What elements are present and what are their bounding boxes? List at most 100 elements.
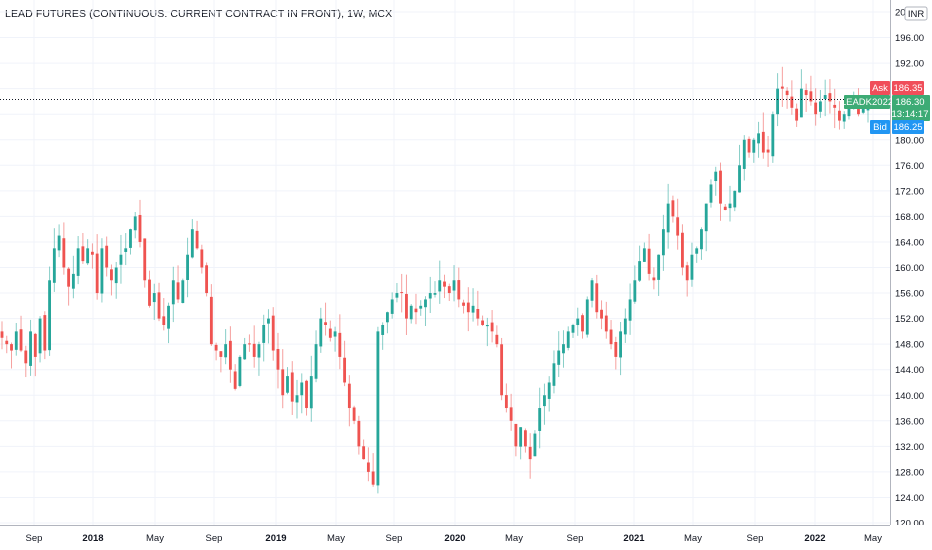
candle-body bbox=[485, 324, 489, 327]
candle bbox=[224, 329, 228, 365]
candle bbox=[376, 326, 380, 494]
candle-body bbox=[105, 245, 109, 268]
candle-body bbox=[595, 283, 599, 313]
ask-label: Ask bbox=[872, 83, 888, 94]
y-tick-label: 140.00 bbox=[895, 391, 924, 402]
candle-body bbox=[571, 324, 575, 333]
candle-body bbox=[371, 471, 375, 485]
candle-body bbox=[129, 229, 132, 248]
candle bbox=[190, 219, 194, 259]
candle bbox=[733, 190, 737, 212]
candle bbox=[10, 342, 13, 369]
candle bbox=[590, 277, 594, 308]
candle bbox=[257, 341, 261, 376]
y-tick-label: 128.00 bbox=[895, 467, 924, 478]
candle bbox=[633, 265, 637, 304]
candle-body bbox=[414, 308, 418, 313]
candle-body bbox=[133, 216, 137, 231]
candle bbox=[838, 101, 841, 130]
candle bbox=[38, 316, 42, 363]
time-axis[interactable]: Sep 2018 May Sep 2019 May Sep 2020 May Sep 2021 May… bbox=[0, 525, 932, 550]
candle-body bbox=[119, 254, 123, 265]
bid-value-box bbox=[892, 120, 924, 134]
candle-body bbox=[719, 170, 722, 204]
ask-label-box bbox=[870, 81, 890, 95]
candle-body bbox=[552, 363, 556, 386]
candle bbox=[543, 383, 546, 425]
candle bbox=[552, 350, 556, 394]
candle-body bbox=[62, 238, 66, 268]
candle bbox=[171, 266, 175, 323]
candle bbox=[752, 137, 756, 163]
candle-body bbox=[114, 267, 118, 284]
candle-body bbox=[438, 280, 442, 292]
candle bbox=[652, 267, 656, 290]
candle-body bbox=[233, 371, 237, 389]
candle-body bbox=[728, 203, 732, 209]
candle bbox=[609, 320, 613, 350]
candle bbox=[562, 330, 565, 368]
candle bbox=[533, 430, 537, 457]
x-tick-label: 2018 bbox=[82, 533, 103, 544]
candle-body bbox=[38, 318, 42, 354]
candle-body bbox=[623, 318, 627, 335]
currency-badge[interactable]: INR bbox=[904, 6, 928, 21]
candle-body bbox=[661, 229, 665, 256]
candle bbox=[457, 267, 461, 308]
candle-body bbox=[57, 235, 61, 251]
candle-body bbox=[766, 149, 770, 153]
candle-body bbox=[347, 383, 351, 409]
candle bbox=[81, 233, 85, 264]
candle-body bbox=[152, 293, 156, 303]
candle bbox=[357, 415, 361, 455]
candle bbox=[338, 314, 342, 370]
candle-body bbox=[799, 88, 803, 118]
candle-body bbox=[157, 292, 161, 319]
candle-body bbox=[190, 229, 194, 258]
candle-body bbox=[676, 217, 680, 236]
candle bbox=[43, 311, 47, 360]
candle-body bbox=[581, 315, 584, 332]
candle bbox=[5, 335, 9, 354]
y-tick-label: 152.00 bbox=[895, 314, 924, 325]
candle-body bbox=[471, 305, 475, 313]
candle bbox=[557, 331, 561, 378]
candle bbox=[657, 254, 661, 296]
candle-body bbox=[733, 190, 737, 208]
candle bbox=[176, 265, 180, 303]
candle-body bbox=[723, 206, 727, 211]
candle bbox=[233, 364, 237, 391]
candle-body bbox=[466, 302, 470, 313]
candle-body bbox=[504, 395, 508, 409]
candle bbox=[57, 224, 61, 258]
candle-body bbox=[557, 350, 561, 365]
candle bbox=[690, 242, 694, 287]
candle bbox=[466, 287, 470, 332]
candle-body bbox=[647, 248, 651, 274]
candle-body bbox=[366, 462, 370, 472]
candle bbox=[614, 336, 618, 370]
candle bbox=[405, 274, 408, 336]
candle bbox=[238, 355, 242, 388]
ask-value-box bbox=[892, 81, 924, 95]
candle bbox=[0, 321, 4, 350]
x-tick-label: May bbox=[505, 533, 523, 544]
candle bbox=[209, 284, 213, 346]
candle bbox=[823, 79, 827, 117]
candle bbox=[95, 234, 99, 300]
candle bbox=[419, 300, 423, 316]
candle-body bbox=[167, 305, 170, 329]
chart-title: LEAD FUTURES (CONTINUOUS: CURRENT CONTRA… bbox=[5, 8, 393, 20]
candle-body bbox=[143, 238, 147, 281]
candle-body bbox=[362, 446, 366, 460]
candle bbox=[523, 428, 527, 453]
candle-body bbox=[148, 279, 151, 306]
candle-body bbox=[443, 281, 446, 287]
candle bbox=[133, 212, 137, 239]
candle bbox=[804, 83, 808, 112]
x-tick-label: Sep bbox=[386, 533, 403, 544]
candle bbox=[642, 242, 646, 262]
candle bbox=[143, 238, 147, 288]
candle-body bbox=[357, 420, 361, 447]
